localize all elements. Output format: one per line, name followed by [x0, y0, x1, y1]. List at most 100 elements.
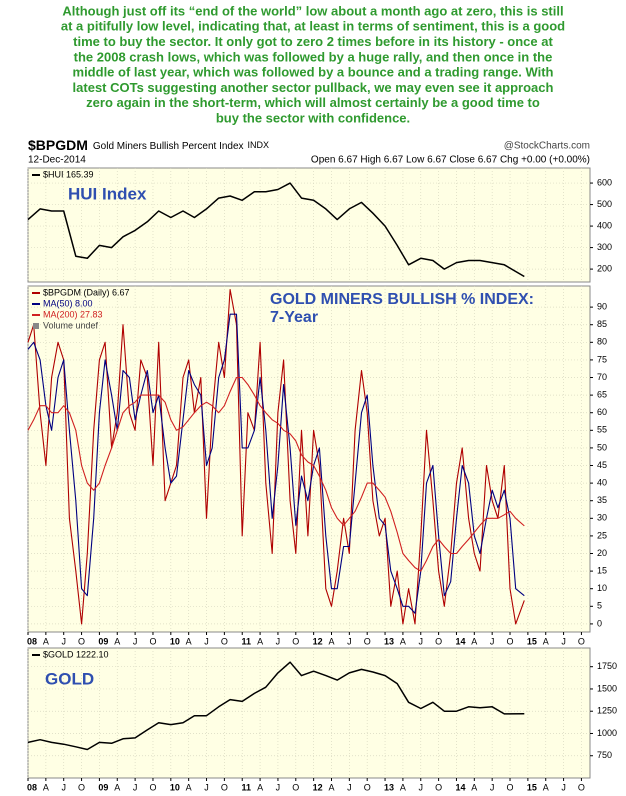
series-line: [27, 288, 525, 625]
y-tick-label: 70: [597, 372, 607, 382]
legend-swatch: [33, 323, 39, 329]
x-tick-label: J: [204, 782, 209, 792]
x-tick-label: A: [400, 782, 406, 792]
commentary-line: at a pitifully low level, indicating tha…: [61, 19, 565, 34]
x-tick-label: O: [292, 636, 299, 646]
y-tick-label: 200: [597, 263, 612, 273]
y-tick-label: 65: [597, 389, 607, 399]
x-tick-label: 12: [313, 636, 323, 646]
commentary-line: time to buy the sector. It only got to z…: [73, 34, 553, 49]
y-tick-label: 500: [597, 199, 612, 209]
exchange: INDX: [248, 140, 270, 150]
commentary: Although just off its “end of the world”…: [61, 3, 565, 125]
x-tick-label: A: [471, 636, 477, 646]
x-tick-label: J: [133, 636, 138, 646]
x-tick-label: A: [186, 782, 192, 792]
x-tick-label: A: [328, 782, 334, 792]
y-tick-label: 0: [597, 618, 602, 628]
x-tick-label: A: [43, 782, 49, 792]
legend-label: Volume undef: [43, 320, 99, 330]
y-tick-label: 55: [597, 425, 607, 435]
y-tick-label: 1500: [597, 683, 617, 693]
x-tick-label: 10: [170, 782, 180, 792]
y-tick-label: 35: [597, 495, 607, 505]
y-tick-label: 1750: [597, 661, 617, 671]
x-tick-label: A: [114, 636, 120, 646]
y-tick-label: 75: [597, 354, 607, 364]
x-tick-label: A: [257, 782, 263, 792]
x-tick-label: A: [328, 636, 334, 646]
y-tick-label: 600: [597, 177, 612, 187]
x-tick-label: J: [61, 636, 66, 646]
commentary-line: zero again in the short-term, which will…: [86, 95, 540, 110]
y-tick-label: 30: [597, 513, 607, 523]
y-tick-label: 300: [597, 242, 612, 252]
y-tick-label: 1000: [597, 728, 617, 738]
commentary-line: buy the sector with confidence.: [216, 111, 410, 126]
commentary-line: latest COTs suggesting another sector pu…: [73, 80, 554, 95]
series-line: [27, 313, 525, 614]
x-tick-label: A: [400, 636, 406, 646]
y-tick-label: 60: [597, 407, 607, 417]
x-tick-label: J: [561, 636, 566, 646]
x-tick-label: O: [221, 782, 228, 792]
x-tick-label: 09: [98, 636, 108, 646]
y-tick-label: 400: [597, 220, 612, 230]
x-tick-label: O: [292, 782, 299, 792]
quote: Open 6.67 High 6.67 Low 6.67 Close 6.67 …: [311, 155, 590, 166]
series-line: [27, 376, 525, 572]
x-tick-label: J: [419, 636, 424, 646]
panel: [27, 285, 591, 633]
x-tick-label: J: [490, 782, 495, 792]
commentary-line: the 2008 crash lows, which was followed …: [74, 49, 553, 64]
credit: @StockCharts.com: [504, 141, 590, 152]
annotation: HUI Index: [68, 184, 147, 203]
x-tick-label: J: [347, 636, 352, 646]
x-tick-label: O: [435, 636, 442, 646]
x-tick-label: O: [78, 782, 85, 792]
y-tick-label: 80: [597, 337, 607, 347]
x-tick-label: O: [435, 782, 442, 792]
date: 12-Dec-2014: [28, 155, 86, 166]
x-tick-label: O: [221, 636, 228, 646]
x-tick-label: O: [578, 636, 585, 646]
y-tick-label: 5: [597, 601, 602, 611]
x-tick-label: 14: [455, 636, 465, 646]
annotation: GOLD: [45, 669, 94, 688]
x-tick-label: O: [507, 782, 514, 792]
legend-label: MA(50) 8.00: [43, 298, 93, 308]
x-tick-label: A: [471, 782, 477, 792]
y-tick-label: 85: [597, 319, 607, 329]
x-tick-label: A: [257, 636, 263, 646]
x-tick-label: 11: [241, 782, 251, 792]
legend-label: $GOLD 1222.10: [43, 649, 109, 659]
commentary-line: middle of last year, which was followed …: [73, 65, 554, 80]
chart-header: $BPGDM Gold Miners Bullish Percent Index I…: [28, 137, 269, 153]
symbol: $BPGDM: [28, 137, 88, 153]
x-tick-label: 10: [170, 636, 180, 646]
x-tick-label: J: [561, 782, 566, 792]
x-tick-label: 12: [313, 782, 323, 792]
x-tick-label: O: [364, 636, 371, 646]
x-tick-label: O: [78, 636, 85, 646]
x-tick-label: 09: [98, 782, 108, 792]
y-tick-label: 40: [597, 477, 607, 487]
y-tick-label: 15: [597, 565, 607, 575]
y-tick-label: 750: [597, 750, 612, 760]
x-tick-label: J: [490, 636, 495, 646]
x-tick-label: O: [507, 636, 514, 646]
x-tick-label: O: [364, 782, 371, 792]
x-tick-label: 11: [241, 636, 251, 646]
x-tick-label: 15: [527, 636, 537, 646]
annotation: GOLD MINERS BULLISH % INDEX:: [270, 291, 534, 308]
y-tick-label: 10: [597, 583, 607, 593]
x-tick-label: 08: [27, 636, 37, 646]
x-tick-label: A: [114, 782, 120, 792]
x-tick-label: J: [61, 782, 66, 792]
y-tick-label: 20: [597, 548, 607, 558]
y-tick-label: 45: [597, 460, 607, 470]
x-tick-label: O: [149, 782, 156, 792]
x-tick-label: A: [186, 636, 192, 646]
x-tick-label: 14: [455, 782, 465, 792]
